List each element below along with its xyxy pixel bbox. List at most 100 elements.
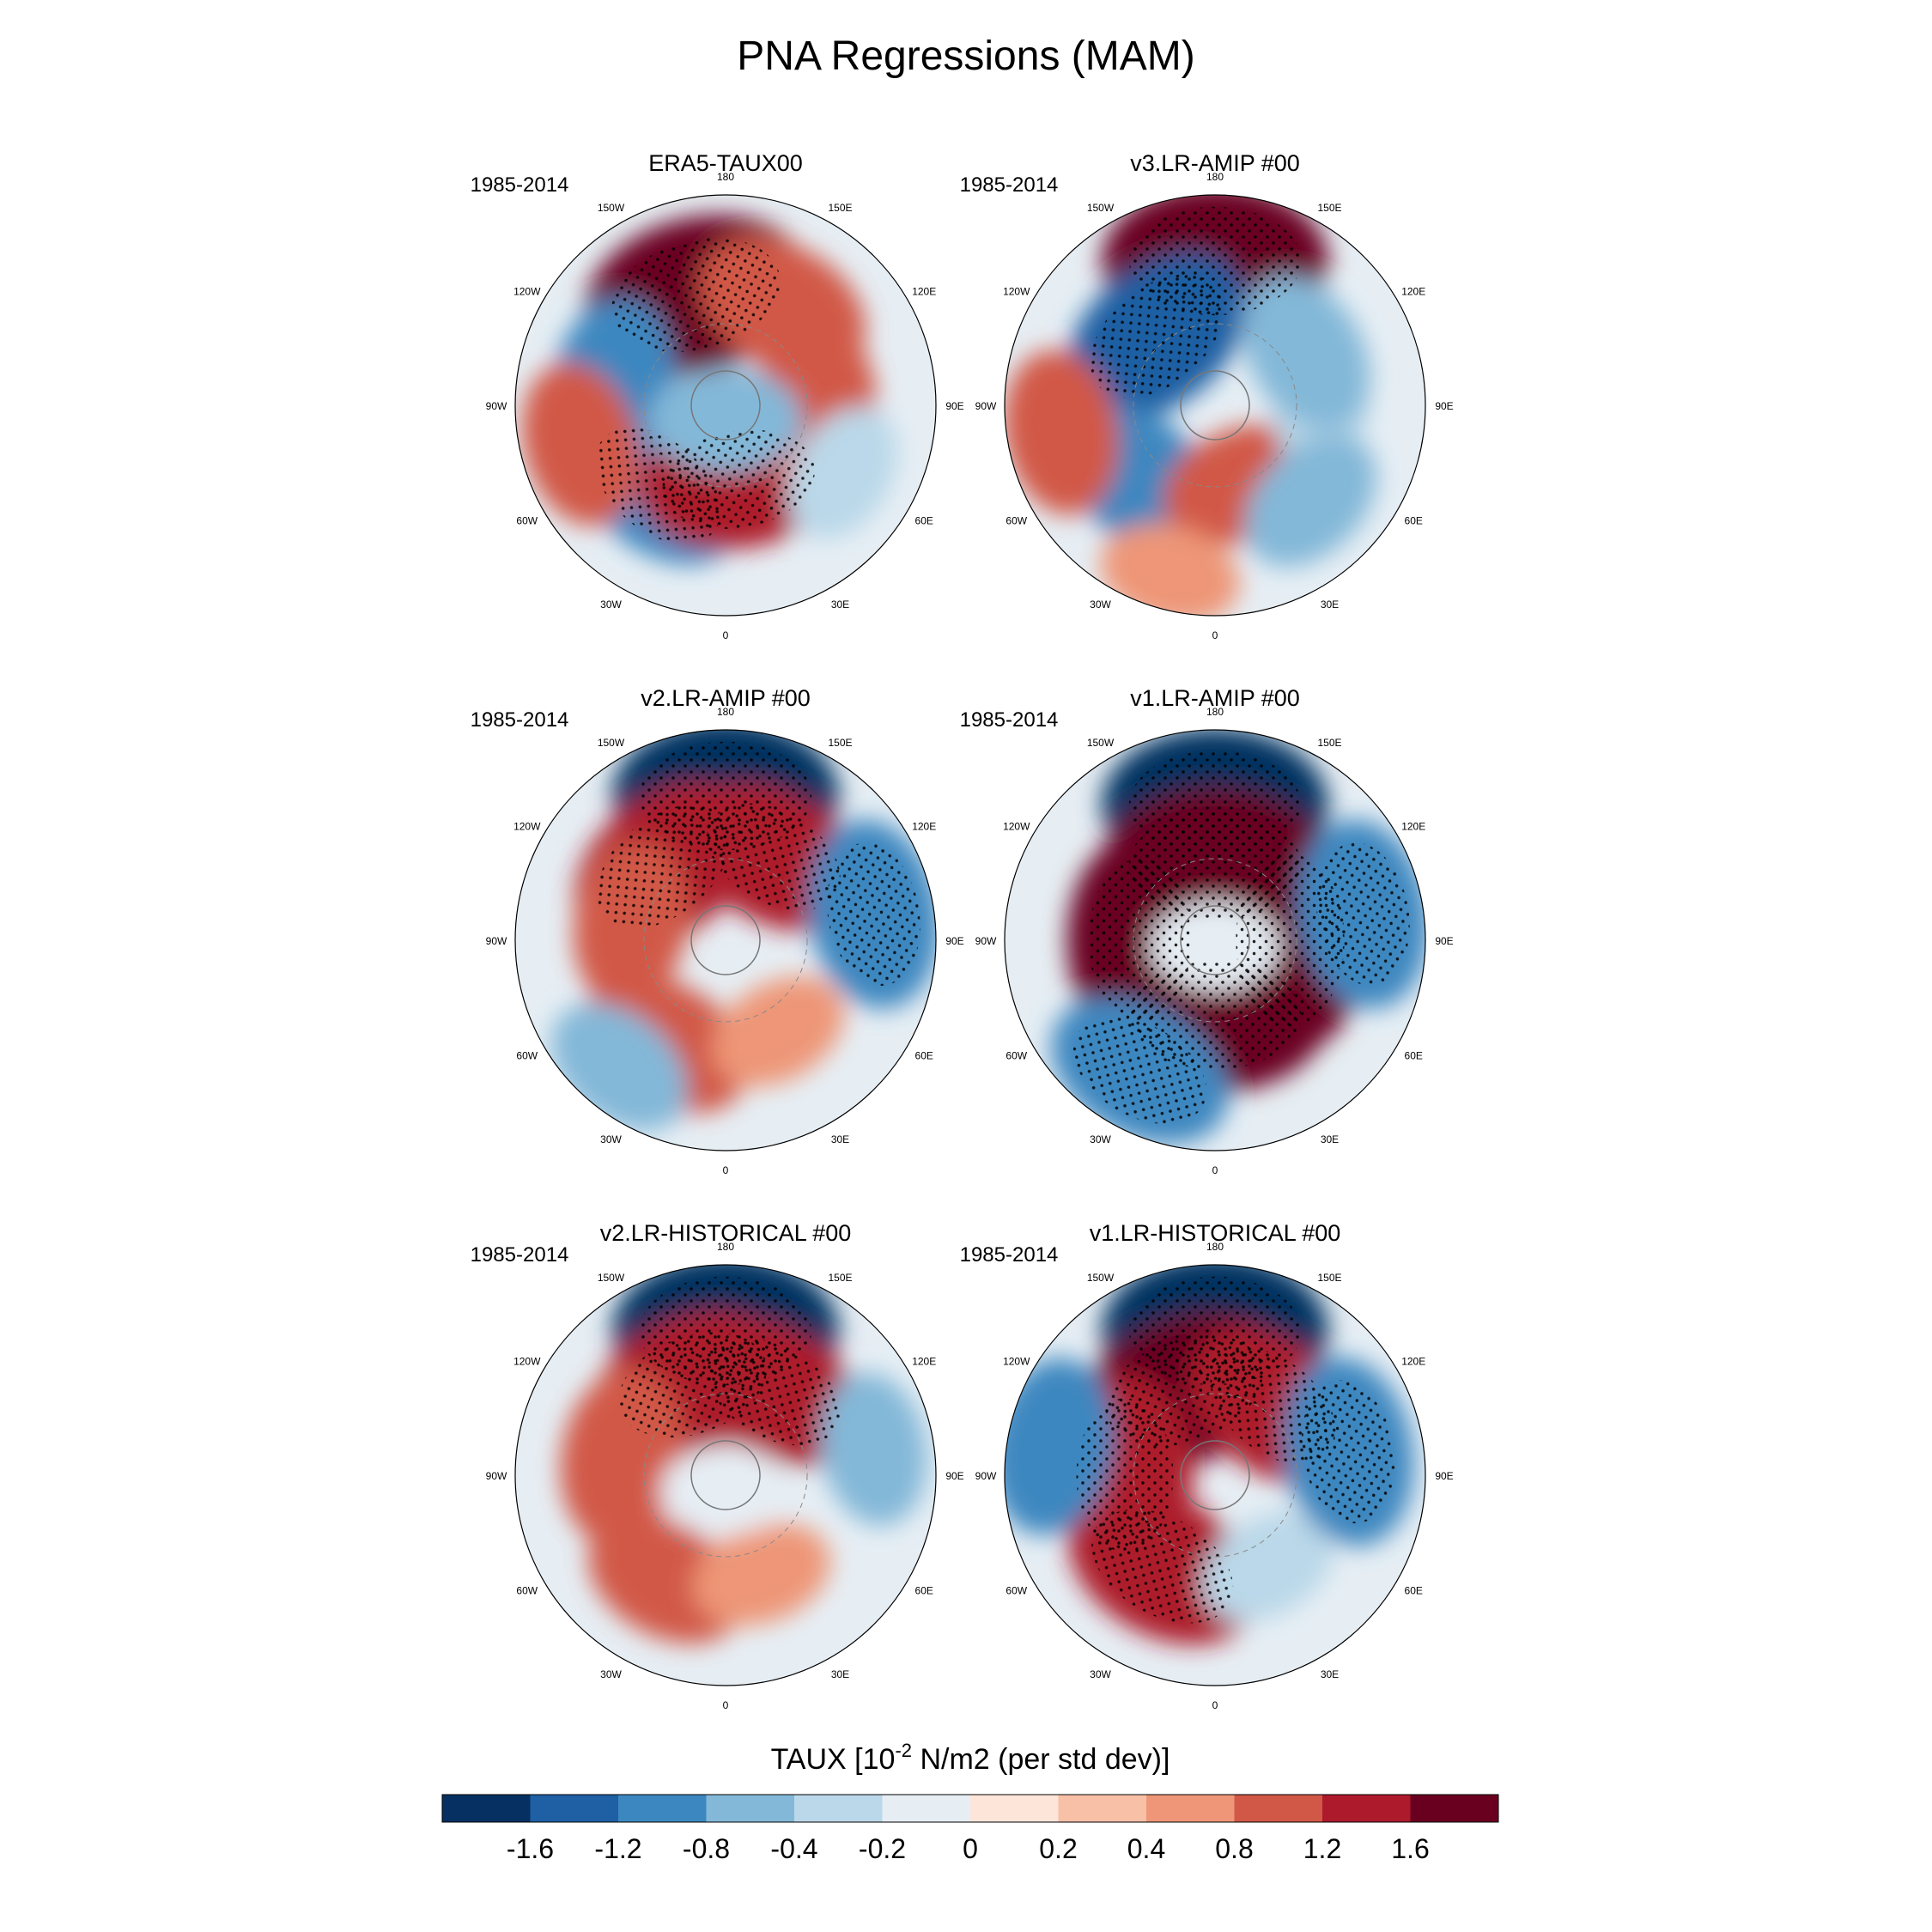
panel-period: 1985-2014 — [471, 708, 569, 732]
longitude-label: 150W — [598, 737, 625, 749]
panel-period: 1985-2014 — [471, 1243, 569, 1267]
colorbar-title: TAUX [10-2 N/m2 (per std dev)] — [771, 1740, 1170, 1776]
longitude-label: 60E — [915, 1050, 933, 1062]
significance-stipple — [826, 842, 920, 987]
longitude-label: 30E — [831, 1668, 849, 1680]
longitude-label: 150E — [828, 737, 852, 749]
colorbar-swatch — [1322, 1795, 1411, 1822]
longitude-label: 30E — [1321, 598, 1339, 611]
region-blob — [787, 406, 898, 539]
longitude-label: 60W — [516, 515, 538, 527]
longitude-label: 90W — [975, 1470, 997, 1482]
panel-2: v3.LR-AMIP #00 1985-2014 180 150E 120E 90E 60E… — [960, 150, 1454, 641]
colorbar-tick-label: 1.6 — [1391, 1833, 1429, 1864]
significance-stipple — [1301, 1380, 1395, 1524]
coastline — [1133, 1393, 1297, 1558]
colorbar-tick-label: 0.8 — [1215, 1833, 1253, 1864]
panel-period: 1985-2014 — [960, 1243, 1059, 1267]
longitude-label: 90W — [486, 400, 507, 412]
region-blob — [1242, 275, 1370, 430]
coastline — [1180, 1440, 1250, 1510]
longitude-label: 60W — [1005, 1585, 1027, 1597]
region-blob — [1201, 1511, 1334, 1622]
longitude-label: 0 — [1212, 1164, 1218, 1176]
colorbar-swatch — [618, 1795, 707, 1822]
significance-stipple — [662, 429, 815, 529]
coastline — [690, 370, 761, 440]
longitude-label: 30E — [1321, 1133, 1339, 1145]
longitude-label: 120E — [1401, 821, 1425, 833]
longitude-label: 150E — [1317, 202, 1341, 214]
panel-title: v3.LR-AMIP #00 — [1130, 150, 1300, 176]
longitude-label: 0 — [723, 1699, 729, 1711]
colorbar: -1.6 -1.2 -0.8 -0.4 -0.2 0 0.2 0.4 0.8 1.2 1.6 TAUX… — [441, 1740, 1499, 1864]
longitude-label: 90W — [975, 400, 997, 412]
longitude-label: 60W — [516, 1050, 538, 1062]
longitude-label: 150W — [1087, 737, 1115, 749]
longitude-label: 60W — [516, 1585, 538, 1597]
longitude-label: 0 — [1212, 1699, 1218, 1711]
longitude-label: 90E — [945, 400, 963, 412]
colorbar-swatch — [794, 1795, 883, 1822]
map-field — [1005, 1265, 1425, 1686]
panel-period: 1985-2014 — [960, 173, 1059, 197]
coastline — [1180, 905, 1250, 975]
map-field — [515, 1265, 936, 1686]
longitude-label: 120W — [1003, 286, 1030, 298]
significance-stipple — [707, 1338, 841, 1446]
colorbar-tick-label: -1.6 — [507, 1833, 554, 1864]
longitude-label: 90E — [1435, 935, 1453, 947]
longitude-label: 90E — [1435, 1470, 1453, 1482]
longitude-label: 90W — [975, 935, 997, 947]
significance-stipple — [1072, 1017, 1207, 1124]
longitude-label: 180 — [1206, 1241, 1224, 1253]
longitude-label: 150W — [598, 202, 625, 214]
panel-title: v2.LR-AMIP #00 — [641, 685, 811, 711]
map-field — [515, 195, 936, 616]
map-border — [514, 1264, 937, 1686]
coastline — [643, 858, 808, 1023]
colorbar-tick-label: 1.2 — [1303, 1833, 1341, 1864]
region-blob — [1100, 523, 1240, 616]
panel-4: v1.LR-AMIP #00 1985-2014 180 150E 120E 90E 60E… — [960, 685, 1454, 1176]
colorbar-swatch — [442, 1795, 531, 1822]
longitude-label: 30W — [1090, 598, 1111, 611]
longitude-label: 120E — [1401, 1356, 1425, 1368]
longitude-label: 90W — [486, 935, 507, 947]
region-blob — [712, 976, 845, 1087]
region-blob — [692, 1522, 831, 1626]
map-field — [515, 730, 936, 1151]
map-border — [514, 194, 937, 617]
longitude-label: 120W — [513, 821, 541, 833]
longitude-label: 90E — [945, 1470, 963, 1482]
region-blob — [660, 1445, 791, 1535]
longitude-label: 0 — [723, 1164, 729, 1176]
colorbar-swatch — [706, 1795, 794, 1822]
colorbar-swatch — [882, 1795, 970, 1822]
longitude-label: 120W — [513, 1356, 541, 1368]
longitude-label: 90E — [1435, 400, 1453, 412]
region-blob — [1244, 434, 1377, 568]
panel-title: ERA5-TAUX00 — [648, 150, 803, 176]
longitude-label: 120W — [1003, 1356, 1030, 1368]
longitude-label: 30E — [831, 1133, 849, 1145]
longitude-label: 120E — [1401, 286, 1425, 298]
significance-stipple — [1315, 842, 1410, 987]
colorbar-swatch — [1146, 1795, 1235, 1822]
longitude-label: 30W — [600, 1133, 622, 1145]
panel-period: 1985-2014 — [960, 708, 1059, 732]
longitude-label: 150E — [828, 1272, 852, 1284]
longitude-label: 60W — [1005, 515, 1027, 527]
colorbar-tick-label: -0.8 — [683, 1833, 730, 1864]
longitude-label: 60E — [915, 1585, 933, 1597]
longitude-label: 180 — [1206, 706, 1224, 718]
colorbar-tick-label: -0.2 — [859, 1833, 906, 1864]
longitude-label: 180 — [1206, 171, 1224, 183]
significance-stipple — [597, 805, 731, 929]
significance-stipple — [1088, 859, 1192, 1022]
longitude-label: 60W — [1005, 1050, 1027, 1062]
coastline — [690, 1440, 761, 1510]
longitude-label: 30W — [600, 598, 622, 611]
longitude-label: 0 — [1212, 629, 1218, 641]
